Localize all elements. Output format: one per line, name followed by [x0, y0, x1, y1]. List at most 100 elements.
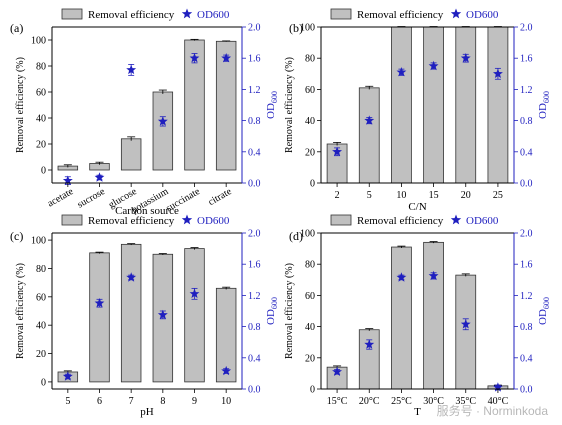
y2-axis-title-sub: 600 [542, 297, 551, 309]
y-tick-label: 20 [36, 349, 46, 360]
y-tick-label: 100 [31, 36, 46, 47]
legend-star-label: OD600 [466, 9, 499, 21]
od600-star [493, 68, 503, 78]
panel-label: (c) [10, 229, 23, 243]
od600-star [396, 272, 407, 282]
y2-tick-label: 1.6 [248, 260, 261, 271]
y2-tick-label: 2.0 [248, 229, 261, 240]
od600-star [94, 298, 105, 308]
removal-bar [423, 241, 444, 390]
removal-bar [391, 26, 412, 184]
y2-tick-label: 1.6 [520, 260, 533, 271]
y-tick-label: 40 [36, 321, 46, 332]
od600-star [332, 146, 342, 156]
x-axis-title: C/N [408, 201, 426, 213]
y-tick-label: 0 [310, 385, 315, 396]
removal-bar [184, 248, 205, 383]
x-tick-label: 6 [97, 396, 102, 407]
y-tick-label: 60 [305, 291, 315, 302]
y-tick-label: 20 [305, 353, 315, 364]
legend-star-label: OD600 [466, 215, 499, 227]
y-tick-label: 0 [41, 166, 46, 177]
od600-star [460, 53, 471, 63]
x-axis-title: pH [140, 406, 154, 418]
x-tick-label: 5 [65, 396, 70, 407]
x-tick-label: citrate [207, 186, 235, 208]
removal-bar [423, 26, 444, 184]
y2-tick-label: 0.4 [248, 147, 261, 158]
removal-bar [455, 26, 477, 184]
od600-star [157, 309, 168, 320]
y-tick-label: 60 [36, 292, 46, 303]
x-tick-label: 5 [367, 190, 372, 201]
x-tick-label: 8 [160, 396, 165, 407]
y2-axis-title: OD600 [537, 297, 551, 325]
y2-tick-label: 0.0 [520, 179, 533, 190]
od600-star [396, 67, 407, 77]
y2-tick-label: 1.2 [520, 291, 533, 302]
x-tick-label: 10 [396, 190, 406, 201]
y-tick-label: 0 [310, 179, 315, 190]
od600-star [62, 371, 73, 381]
removal-bar [152, 91, 174, 171]
od600-star [428, 60, 439, 71]
y2-tick-label: 2.0 [520, 23, 533, 34]
legend-star-swatch [450, 8, 462, 19]
y-tick-label: 40 [36, 114, 46, 125]
removal-bar [89, 252, 110, 383]
y2-tick-label: 0.8 [520, 322, 533, 333]
removal-bar [358, 87, 380, 184]
removal-bar [120, 138, 142, 171]
od600-star [189, 288, 200, 298]
y-tick-label: 60 [36, 88, 46, 99]
y-axis-title: Removal efficiency (%) [284, 57, 295, 153]
x-tick-label: 2 [335, 190, 340, 201]
y-tick-label: 20 [36, 140, 46, 151]
y-tick-label: 40 [305, 322, 315, 333]
legend-bar-swatch [330, 8, 352, 20]
y2-tick-label: 0.0 [248, 385, 261, 396]
y2-axis-title: OD600 [265, 297, 279, 325]
y2-tick-label: 1.6 [520, 54, 533, 65]
y-tick-label: 80 [36, 264, 46, 275]
panel-a: 0 20 40 60 80 100 0.0 0.4 0.8 1.2 1.6 2.0 acetate suc… [10, 8, 279, 217]
y-tick-label: 80 [36, 62, 46, 73]
legend-bar-swatch [61, 214, 83, 226]
panel-d: 0 20 40 60 80 100 0.0 0.4 0.8 1.2 1.6 2.0 15°C 20°C 25… [284, 214, 551, 418]
x-tick-label: 20°C [359, 396, 380, 407]
x-tick-label: 7 [129, 396, 134, 407]
legend-star-label: OD600 [197, 215, 230, 227]
x-tick-label: 15°C [327, 396, 348, 407]
y-axis-title: Removal efficiency (%) [15, 57, 26, 153]
y2-axis-title-sub: 600 [270, 297, 279, 309]
legend-star-label: OD600 [197, 9, 230, 21]
y-tick-label: 100 [300, 23, 315, 34]
x-tick-label: 10 [221, 396, 231, 407]
x-tick-label: 15 [429, 190, 439, 201]
od600-star [126, 64, 137, 75]
od600-star [364, 115, 375, 125]
panel-label: (d) [289, 229, 303, 243]
x-tick-label: 40°C [488, 396, 509, 407]
removal-bar [358, 329, 380, 390]
od600-star [126, 272, 137, 282]
y2-axis-title-sub: 600 [270, 91, 279, 103]
x-axis-title: Carbon source [115, 205, 179, 217]
x-tick-label: sucrose [76, 186, 108, 211]
legend-bar-label: Removal efficiency [357, 9, 444, 21]
legend-star-swatch [181, 214, 193, 225]
y-tick-label: 40 [305, 116, 315, 127]
y-axis-title: Removal efficiency (%) [284, 263, 295, 359]
y2-tick-label: 2.0 [520, 229, 533, 240]
removal-bar [455, 274, 477, 390]
y2-tick-label: 0.4 [248, 353, 261, 364]
y-tick-label: 80 [305, 54, 315, 65]
panel-label: (a) [10, 21, 23, 35]
od600-star [493, 382, 503, 392]
legend-bar-swatch [61, 8, 83, 20]
x-tick-label: 30°C [423, 396, 444, 407]
od600-star [62, 175, 73, 185]
y2-tick-label: 1.6 [248, 54, 261, 65]
od600-star [157, 116, 168, 126]
